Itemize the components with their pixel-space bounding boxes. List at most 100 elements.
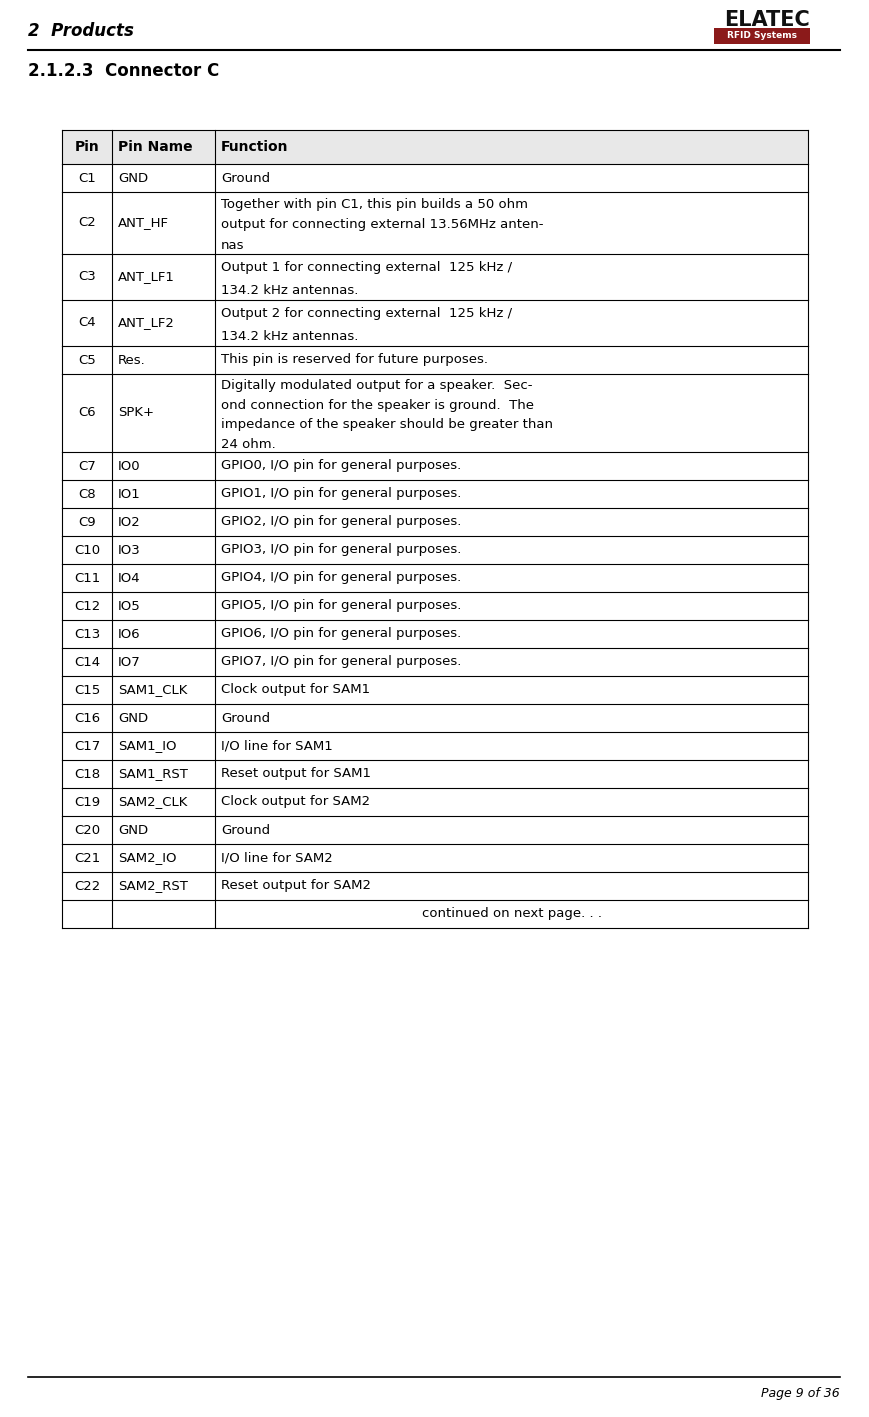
Text: Ground: Ground <box>221 711 270 724</box>
Bar <box>62 621 808 648</box>
Text: Function: Function <box>221 140 289 154</box>
Text: Output 1 for connecting external  125 kHz /: Output 1 for connecting external 125 kHz… <box>221 261 512 273</box>
Bar <box>62 816 808 845</box>
Bar <box>62 788 808 816</box>
Text: impedance of the speaker should be greater than: impedance of the speaker should be great… <box>221 418 553 431</box>
Text: Pin Name: Pin Name <box>118 140 193 154</box>
Text: 2  Products: 2 Products <box>28 23 134 40</box>
Bar <box>62 164 808 191</box>
Text: C13: C13 <box>74 628 100 640</box>
Text: C6: C6 <box>78 407 96 419</box>
Text: SAM1_IO: SAM1_IO <box>118 740 176 752</box>
Text: GPIO1, I/O pin for general purposes.: GPIO1, I/O pin for general purposes. <box>221 487 461 500</box>
Text: RFID Systems: RFID Systems <box>727 31 797 41</box>
Bar <box>62 648 808 676</box>
Text: I/O line for SAM1: I/O line for SAM1 <box>221 740 333 752</box>
Text: C3: C3 <box>78 271 96 283</box>
Text: C1: C1 <box>78 171 96 184</box>
Text: IO4: IO4 <box>118 571 141 584</box>
Text: IO2: IO2 <box>118 516 141 529</box>
Text: IO5: IO5 <box>118 599 141 612</box>
Bar <box>62 191 808 254</box>
Text: GPIO2, I/O pin for general purposes.: GPIO2, I/O pin for general purposes. <box>221 516 461 529</box>
Text: GND: GND <box>118 711 148 724</box>
Text: Ground: Ground <box>221 171 270 184</box>
Text: Reset output for SAM1: Reset output for SAM1 <box>221 768 371 781</box>
Bar <box>62 536 808 564</box>
Text: Digitally modulated output for a speaker.  Sec-: Digitally modulated output for a speaker… <box>221 380 533 393</box>
Bar <box>62 300 808 346</box>
Bar <box>714 28 810 44</box>
Bar <box>62 346 808 374</box>
Bar <box>62 254 808 300</box>
Text: C14: C14 <box>74 656 100 669</box>
Text: C20: C20 <box>74 823 100 836</box>
Text: GPIO5, I/O pin for general purposes.: GPIO5, I/O pin for general purposes. <box>221 599 461 612</box>
Text: ond connection for the speaker is ground.  The: ond connection for the speaker is ground… <box>221 398 534 412</box>
Text: GPIO6, I/O pin for general purposes.: GPIO6, I/O pin for general purposes. <box>221 628 461 640</box>
Text: Reset output for SAM2: Reset output for SAM2 <box>221 880 371 893</box>
Text: IO3: IO3 <box>118 544 141 557</box>
Text: ANT_LF2: ANT_LF2 <box>118 316 175 330</box>
Text: C5: C5 <box>78 353 96 367</box>
Bar <box>62 676 808 704</box>
Text: output for connecting external 13.56MHz anten-: output for connecting external 13.56MHz … <box>221 218 543 231</box>
Text: C12: C12 <box>74 599 100 612</box>
Text: SAM1_RST: SAM1_RST <box>118 768 188 781</box>
Text: Output 2 for connecting external  125 kHz /: Output 2 for connecting external 125 kHz… <box>221 306 512 320</box>
Text: IO7: IO7 <box>118 656 141 669</box>
Text: C11: C11 <box>74 571 100 584</box>
Text: 2.1.2.3  Connector C: 2.1.2.3 Connector C <box>28 62 219 79</box>
Text: GPIO0, I/O pin for general purposes.: GPIO0, I/O pin for general purposes. <box>221 459 461 472</box>
Text: GPIO4, I/O pin for general purposes.: GPIO4, I/O pin for general purposes. <box>221 571 461 584</box>
Bar <box>62 845 808 871</box>
Text: Clock output for SAM2: Clock output for SAM2 <box>221 795 370 809</box>
Bar <box>62 900 808 928</box>
Text: SAM2_RST: SAM2_RST <box>118 880 188 893</box>
Text: 134.2 kHz antennas.: 134.2 kHz antennas. <box>221 283 358 296</box>
Bar <box>62 871 808 900</box>
Text: GPIO7, I/O pin for general purposes.: GPIO7, I/O pin for general purposes. <box>221 656 461 669</box>
Bar <box>62 564 808 592</box>
Text: Ground: Ground <box>221 823 270 836</box>
Bar <box>62 592 808 621</box>
Text: SAM2_CLK: SAM2_CLK <box>118 795 188 809</box>
Text: C18: C18 <box>74 768 100 781</box>
Bar <box>62 509 808 536</box>
Bar <box>62 704 808 733</box>
Bar <box>62 374 808 452</box>
Text: C17: C17 <box>74 740 100 752</box>
Text: nas: nas <box>221 239 244 252</box>
Text: C8: C8 <box>78 487 96 500</box>
Text: C21: C21 <box>74 852 100 864</box>
Text: This pin is reserved for future purposes.: This pin is reserved for future purposes… <box>221 353 488 367</box>
Text: Together with pin C1, this pin builds a 50 ohm: Together with pin C1, this pin builds a … <box>221 198 528 211</box>
Text: SAM2_IO: SAM2_IO <box>118 852 176 864</box>
Text: SAM1_CLK: SAM1_CLK <box>118 683 188 697</box>
Text: C10: C10 <box>74 544 100 557</box>
Text: C16: C16 <box>74 711 100 724</box>
Text: C2: C2 <box>78 217 96 230</box>
Text: GND: GND <box>118 171 148 184</box>
Text: IO1: IO1 <box>118 487 141 500</box>
Text: C7: C7 <box>78 459 96 472</box>
Text: C22: C22 <box>74 880 100 893</box>
Text: IO6: IO6 <box>118 628 141 640</box>
Text: IO0: IO0 <box>118 459 141 472</box>
Text: Res.: Res. <box>118 353 146 367</box>
Text: ANT_HF: ANT_HF <box>118 217 169 230</box>
Text: 24 ohm.: 24 ohm. <box>221 438 275 451</box>
Text: SPK+: SPK+ <box>118 407 154 419</box>
Text: GND: GND <box>118 823 148 836</box>
Bar <box>62 480 808 509</box>
Text: ELATEC: ELATEC <box>724 10 810 30</box>
Text: C9: C9 <box>78 516 96 529</box>
Text: I/O line for SAM2: I/O line for SAM2 <box>221 852 333 864</box>
Text: C15: C15 <box>74 683 100 697</box>
Text: Pin: Pin <box>75 140 99 154</box>
Bar <box>62 130 808 164</box>
Bar <box>62 733 808 760</box>
Bar <box>62 452 808 480</box>
Text: Clock output for SAM1: Clock output for SAM1 <box>221 683 370 697</box>
Bar <box>62 760 808 788</box>
